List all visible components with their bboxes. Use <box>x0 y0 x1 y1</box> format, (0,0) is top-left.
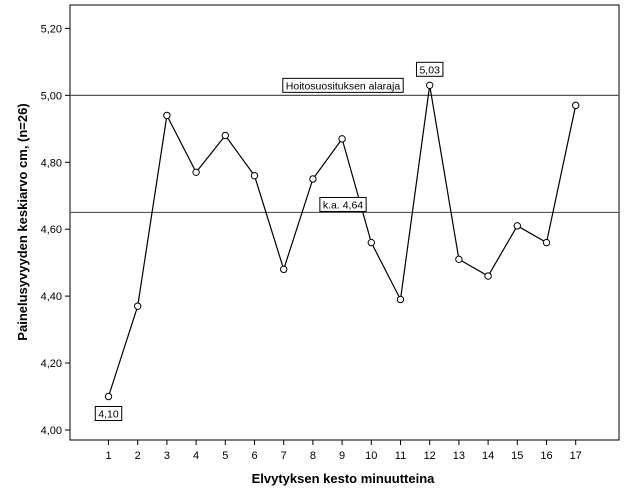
y-axis-title: Painelusyvyyden keskiarvo cm, (n=26) <box>15 103 30 340</box>
x-tick-label: 16 <box>540 450 552 462</box>
x-tick-label: 12 <box>424 450 436 462</box>
point-label: 4,10 <box>98 409 119 421</box>
data-point <box>104 392 113 401</box>
x-tick-label: 8 <box>310 450 316 462</box>
reference-label-mean-box <box>319 196 367 212</box>
point-label-box <box>415 61 444 77</box>
y-tick-label: 4,60 <box>41 224 62 236</box>
data-point <box>134 302 142 310</box>
x-tick-label: 7 <box>281 450 287 462</box>
data-point <box>338 135 346 143</box>
data-point <box>572 101 580 110</box>
plot-area <box>69 4 620 441</box>
data-point <box>309 175 317 183</box>
data-point <box>367 238 375 247</box>
x-tick-label: 2 <box>135 450 141 462</box>
point-label-box <box>94 406 123 421</box>
y-tick-label: 4,00 <box>41 425 62 437</box>
x-tick-label: 15 <box>511 450 523 462</box>
point-label: 5,03 <box>419 64 440 76</box>
data-point <box>280 265 288 274</box>
x-tick-label: 1 <box>105 450 111 462</box>
x-tick-label: 17 <box>570 450 582 462</box>
data-point <box>426 81 434 90</box>
y-axis: 4,00 4,20 4,40 4,60 4,80 5,00 5,20 <box>41 23 70 437</box>
data-point <box>396 295 405 304</box>
data-point <box>513 222 521 230</box>
reference-label-mean: k.a. 4,64 <box>323 199 363 211</box>
data-point <box>163 111 171 120</box>
x-axis: 1 2 3 4 5 6 7 8 9 10 11 12 13 14 15 16 17 <box>105 440 582 462</box>
x-tick-label: 3 <box>164 450 170 462</box>
x-axis-title: Elvytyksen kesto minuutteina <box>252 471 436 486</box>
annotations: Hoitosuosituksen alaraja k.a. 4,64 4,10 5,0… <box>94 61 444 421</box>
data-point <box>542 238 551 247</box>
x-tick-label: 6 <box>251 450 257 462</box>
y-tick-label: 4,40 <box>41 291 62 303</box>
x-tick-label: 4 <box>193 450 199 462</box>
y-tick-label: 4,80 <box>41 157 62 169</box>
data-point <box>484 272 492 280</box>
x-tick-label: 10 <box>365 450 377 462</box>
y-tick-label: 4,20 <box>41 358 62 370</box>
data-point <box>192 168 200 177</box>
x-tick-label: 13 <box>453 450 465 462</box>
y-tick-label: 5,00 <box>41 90 62 102</box>
reference-label-lower-limit: Hoitosuosituksen alaraja <box>286 80 401 92</box>
x-tick-label: 5 <box>222 450 228 462</box>
reference-lines <box>70 94 619 214</box>
x-tick-label: 9 <box>339 450 345 462</box>
data-point <box>221 131 230 140</box>
series <box>104 81 580 401</box>
x-tick-label: 14 <box>482 450 494 462</box>
y-tick-label: 5,20 <box>41 23 62 35</box>
reference-label-lower-limit-box <box>282 77 404 93</box>
x-tick-label: 11 <box>395 450 406 462</box>
data-point <box>250 171 259 180</box>
data-point <box>455 255 463 264</box>
